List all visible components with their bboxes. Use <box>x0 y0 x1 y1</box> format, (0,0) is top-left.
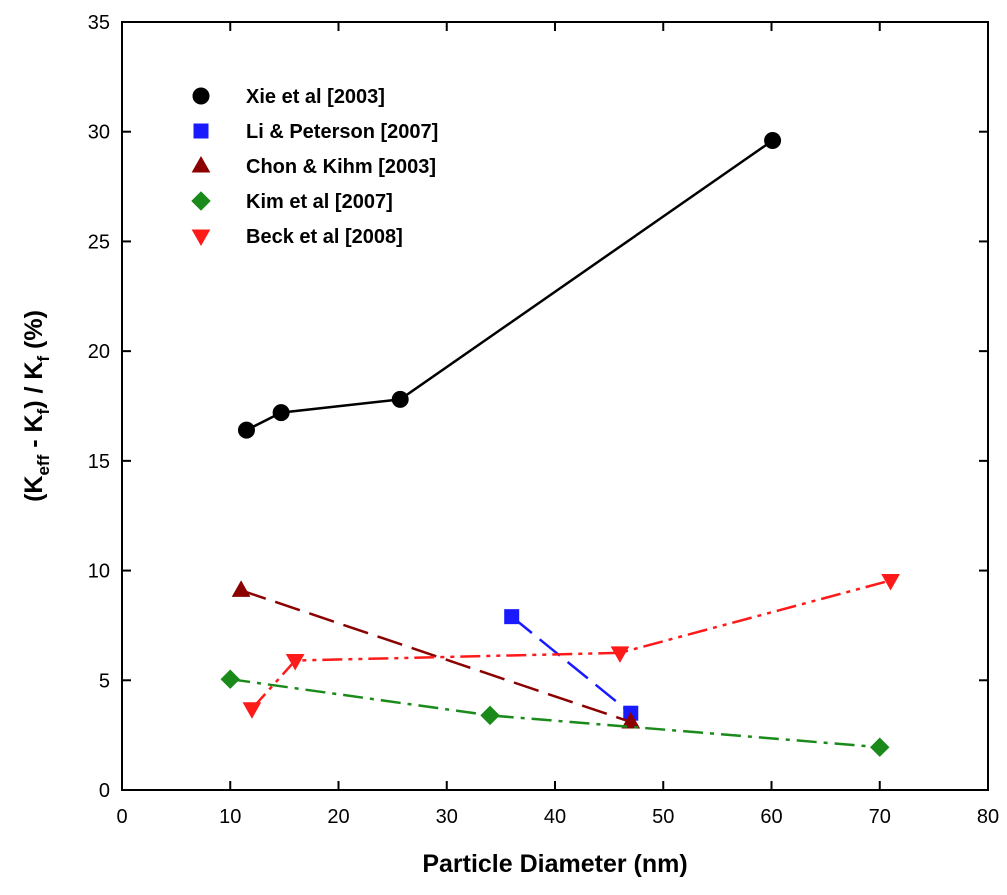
legend-marker <box>193 123 209 139</box>
x-tick-label: 0 <box>116 806 127 828</box>
y-axis-title: (Keff - Kf) / Kf (%) <box>20 310 53 502</box>
axis-ticks: 0 10 20 30 40 50 60 70 80 0 5 10 15 20 25 30 35 <box>88 12 999 828</box>
series-line <box>240 589 632 724</box>
data-point <box>610 646 630 663</box>
series-0 <box>237 131 782 439</box>
y-tick-label: 0 <box>99 780 110 802</box>
x-axis-title: Particle Diameter (nm) <box>422 850 687 878</box>
data-point <box>242 702 262 719</box>
data-point <box>391 390 409 408</box>
series-4 <box>242 573 900 719</box>
x-tick-label: 50 <box>652 806 674 828</box>
x-tick-label: 40 <box>544 806 566 828</box>
data-point <box>285 654 305 671</box>
y-tick-label: 30 <box>88 122 110 144</box>
legend-marker <box>191 191 211 211</box>
x-tick-label: 20 <box>327 806 349 828</box>
series-layer <box>220 131 900 757</box>
data-point <box>621 711 641 729</box>
legend-label: Xie et al [2003] <box>246 86 385 108</box>
y-tick-label: 15 <box>88 451 110 473</box>
x-tick-label: 80 <box>977 806 999 828</box>
series-line <box>510 615 632 715</box>
series-1 <box>504 609 639 721</box>
legend-label: Chon & Kihm [2003] <box>246 156 436 178</box>
data-point <box>764 131 782 149</box>
y-tick-label: 25 <box>88 231 110 253</box>
y-tick-label: 10 <box>88 561 110 583</box>
legend-item: Kim et al [2007] <box>191 191 393 213</box>
series-line <box>245 139 774 432</box>
data-point <box>237 421 255 439</box>
series-line <box>230 677 880 749</box>
x-tick-label: 70 <box>869 806 891 828</box>
y-tick-label: 20 <box>88 341 110 363</box>
series-3 <box>220 669 890 757</box>
legend: Xie et al [2003] Li & Peterson [2007] Chon… <box>191 86 438 248</box>
x-tick-label: 10 <box>219 806 241 828</box>
y-tick-label: 35 <box>88 12 110 34</box>
legend-item: Xie et al [2003] <box>192 86 385 108</box>
legend-item: Chon & Kihm [2003] <box>191 155 436 178</box>
series-2 <box>231 580 641 729</box>
legend-marker <box>191 155 211 173</box>
x-tick-label: 60 <box>760 806 782 828</box>
legend-marker <box>192 87 210 105</box>
x-tick-label: 30 <box>436 806 458 828</box>
legend-item: Li & Peterson [2007] <box>193 121 438 143</box>
data-point <box>231 580 251 597</box>
data-point <box>480 705 500 726</box>
data-point <box>272 404 290 422</box>
legend-item: Beck et al [2008] <box>191 226 403 248</box>
data-point <box>220 669 240 689</box>
data-point <box>881 573 900 591</box>
data-point <box>504 609 520 625</box>
legend-label: Beck et al [2008] <box>246 226 403 248</box>
legend-label: Li & Peterson [2007] <box>246 121 438 143</box>
y-tick-label: 5 <box>99 670 110 692</box>
legend-marker <box>191 229 211 247</box>
series-line <box>250 579 891 710</box>
data-point <box>870 737 890 757</box>
legend-label: Kim et al [2007] <box>246 191 393 213</box>
